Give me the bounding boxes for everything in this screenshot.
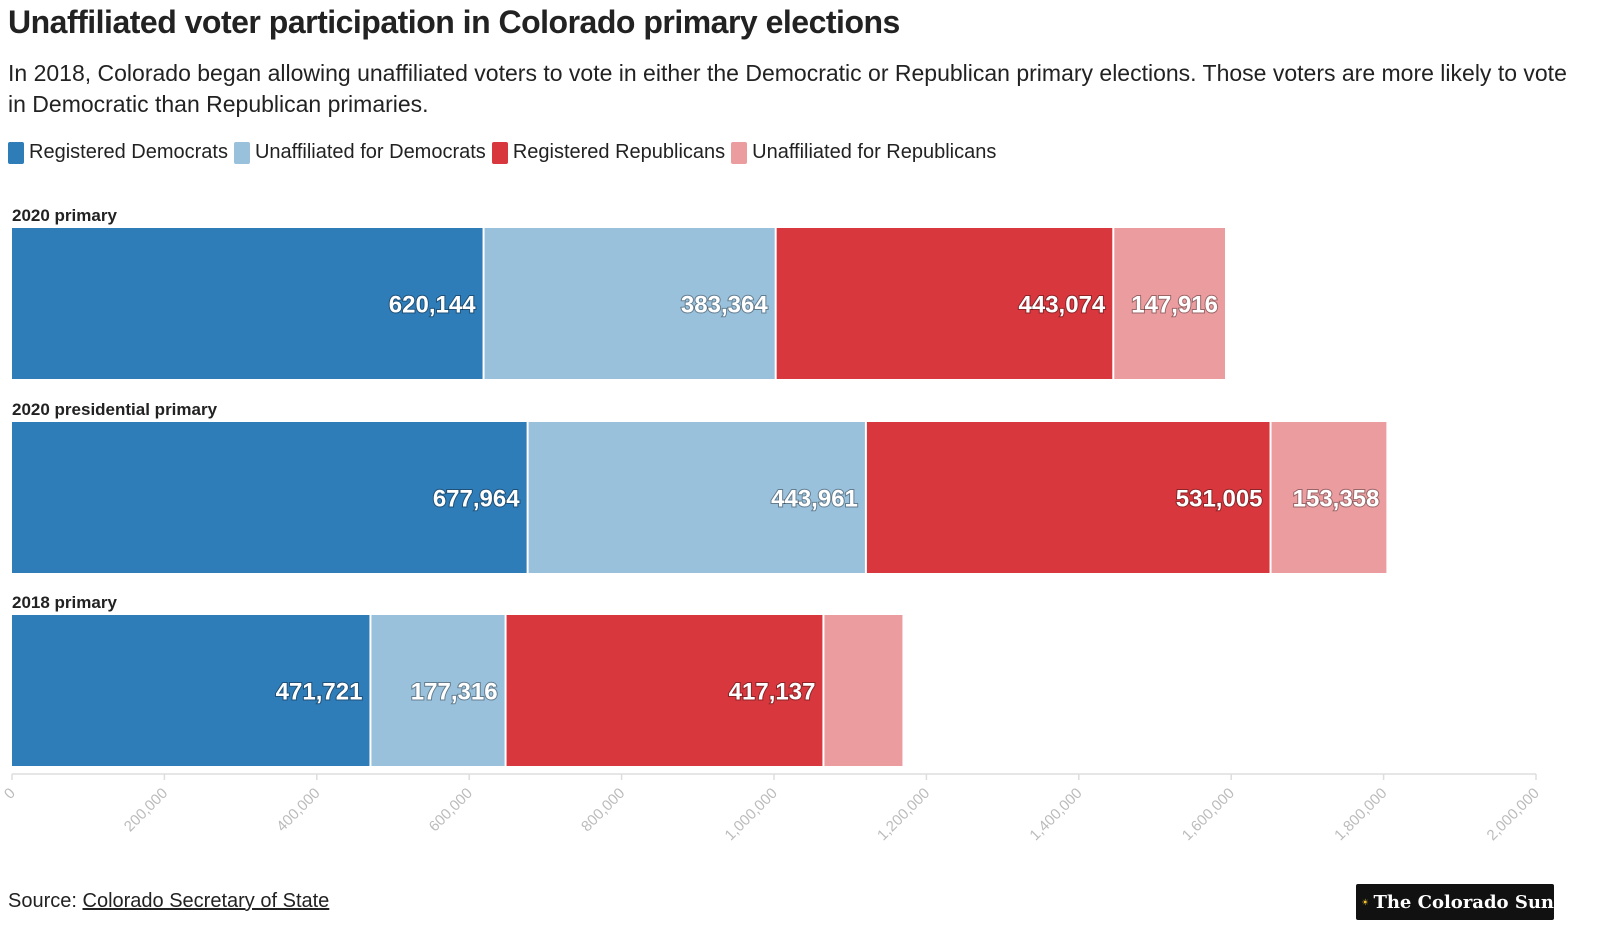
x-tick-label: 0: [1, 785, 19, 803]
category-label: 2020 presidential primary: [12, 400, 218, 419]
data-label: 443,074: [1019, 292, 1106, 319]
bar-segment: [528, 422, 865, 573]
chart-title: Unaffiliated voter participation in Colo…: [8, 4, 900, 40]
x-tick-label: 400,000: [273, 785, 323, 835]
bar-segment: [12, 228, 483, 379]
sun-icon: [1362, 898, 1369, 906]
bar-segment: [866, 422, 1270, 573]
legend-item-registered-democrats: Registered Democrats: [8, 141, 228, 164]
x-tick-label: 600,000: [426, 785, 476, 835]
legend-item-registered-republicans: Registered Republicans: [491, 141, 726, 164]
x-tick-label: 200,000: [121, 785, 171, 835]
chart-subtitle: In 2018, Colorado began allowing unaffil…: [8, 60, 1567, 117]
x-tick-label: 2,000,000: [1484, 785, 1543, 844]
legend: Registered Democrats Unaffiliated for De…: [8, 141, 1002, 164]
logo-text: The Colorado Sun: [1373, 891, 1554, 913]
legend-label: Unaffiliated for Republicans: [752, 141, 997, 163]
data-label: 417,137: [729, 679, 816, 706]
legend-item-unaffiliated-democrats: Unaffiliated for Democrats: [233, 141, 486, 164]
publisher-logo[interactable]: The Colorado Sun: [1356, 884, 1554, 920]
bar-segment: [1114, 228, 1226, 379]
bar-segment: [12, 422, 527, 573]
bar-segment: [484, 228, 775, 379]
data-label: 620,144: [389, 292, 476, 319]
data-label: 471,721: [276, 679, 363, 706]
data-label: 153,358: [1293, 486, 1380, 513]
legend-swatch: [233, 141, 250, 164]
data-label: 147,916: [1131, 292, 1218, 319]
data-label: 443,961: [771, 486, 858, 513]
data-label: 177,316: [411, 679, 498, 706]
x-tick-label: 1,200,000: [874, 785, 933, 844]
bar-segment: [824, 615, 903, 766]
source-prefix: Source:: [8, 890, 77, 912]
stacked-bar-chart: 2020 primary 620,144 383,364 443,074 147,916…: [1, 206, 1543, 844]
source-note: Source: Colorado Secretary of State: [8, 890, 329, 913]
x-tick-label: 1,000,000: [722, 785, 781, 844]
x-tick-label: 1,800,000: [1331, 785, 1390, 844]
data-label: 531,005: [1176, 486, 1263, 513]
data-label: 383,364: [681, 292, 768, 319]
category-label: 2020 primary: [12, 206, 117, 225]
legend-swatch: [8, 141, 24, 164]
x-tick-label: 1,400,000: [1026, 785, 1085, 844]
legend-label: Registered Democrats: [29, 141, 228, 163]
bar-segment: [506, 615, 823, 766]
bar-segment: [776, 228, 1113, 379]
legend-label: Unaffiliated for Democrats: [254, 141, 486, 163]
x-tick-label: 800,000: [578, 785, 628, 835]
bar-segment: [12, 615, 370, 766]
source-link[interactable]: Colorado Secretary of State: [82, 890, 330, 912]
legend-swatch: [731, 141, 748, 164]
bar-segment: [371, 615, 505, 766]
category-label: 2018 primary: [12, 593, 117, 612]
legend-item-unaffiliated-republicans: Unaffiliated for Republicans: [731, 141, 996, 164]
x-tick-label: 1,600,000: [1179, 785, 1238, 844]
legend-swatch: [491, 141, 508, 164]
legend-label: Registered Republicans: [512, 141, 726, 163]
bar-segment: [1271, 422, 1387, 573]
data-label: 677,964: [433, 486, 520, 513]
